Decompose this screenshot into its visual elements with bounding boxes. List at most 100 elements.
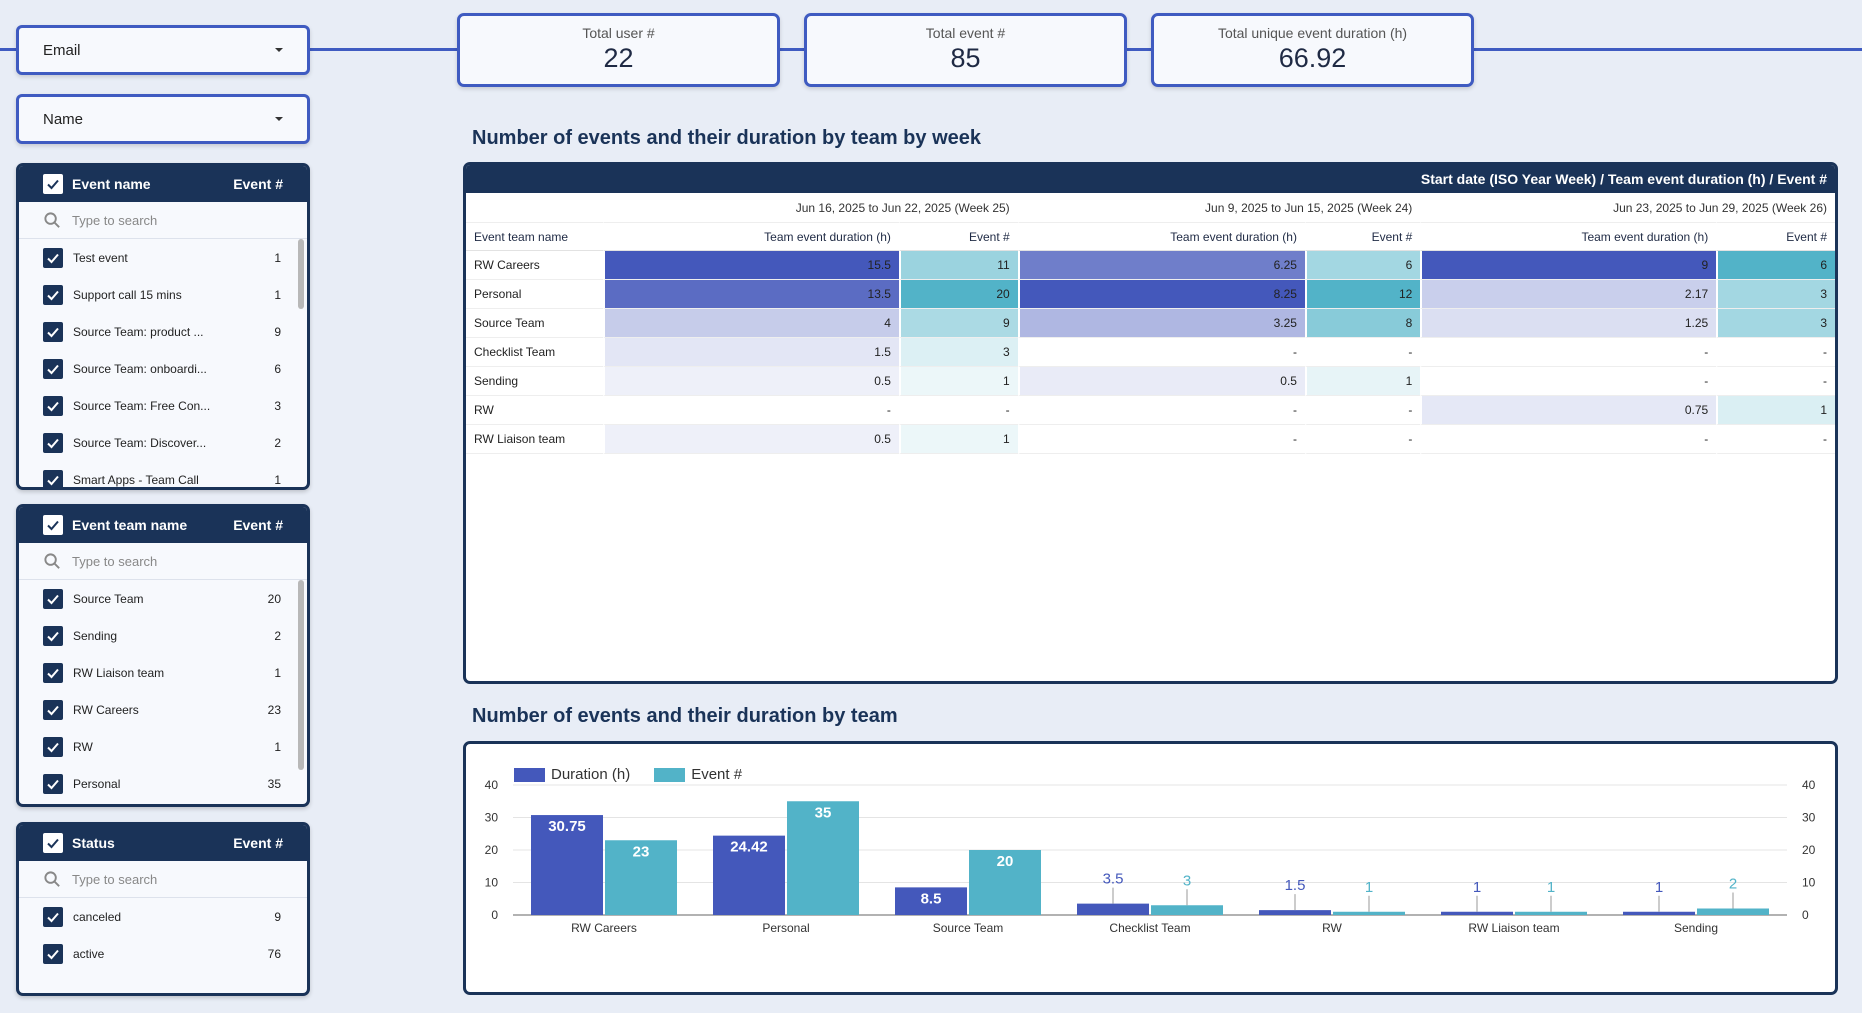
checkbox[interactable] xyxy=(43,943,63,964)
checkbox[interactable] xyxy=(43,588,63,609)
filter-option[interactable]: Personal 35 xyxy=(19,765,307,802)
duration-cell: - xyxy=(1420,367,1717,396)
filter-option[interactable]: Sending 2 xyxy=(19,617,307,654)
filter-option[interactable]: Source Team: Discover... 2 xyxy=(19,424,307,461)
events-cell: 3 xyxy=(1716,280,1835,309)
checkbox[interactable] xyxy=(43,432,63,453)
data-label: 24.42 xyxy=(730,839,768,856)
checkbox[interactable] xyxy=(43,906,63,927)
checkbox[interactable] xyxy=(43,321,63,342)
col-header-events[interactable]: Event # xyxy=(1304,222,1421,251)
y-tick-label: 10 xyxy=(485,876,499,890)
events-cell: - xyxy=(1716,338,1835,367)
filter-option[interactable]: Support call 15 mins 1 xyxy=(19,276,307,313)
event-team-search[interactable]: Type to search xyxy=(19,543,307,580)
email-dropdown-label: Email xyxy=(43,41,81,59)
events-cell: - xyxy=(1304,425,1421,454)
event-team-filter: Event team name Event # Type to search S… xyxy=(16,504,310,807)
name-dropdown[interactable]: Name xyxy=(16,94,310,144)
duration-cell: 15.5 xyxy=(603,251,899,280)
filter-option[interactable]: Smart Apps - Team Call 1 xyxy=(19,461,307,487)
table-row[interactable]: Sending 0.5 1 0.5 1- - xyxy=(466,367,1835,396)
filter-option-count: 1 xyxy=(274,472,281,487)
email-dropdown[interactable]: Email xyxy=(16,25,310,75)
events-cell: 1 xyxy=(898,367,1018,396)
checkbox[interactable] xyxy=(43,662,63,683)
events-cell: - xyxy=(1716,367,1835,396)
team-name-cell: Personal xyxy=(466,280,603,309)
select-all-checkbox[interactable] xyxy=(43,833,63,853)
table-row[interactable]: Personal 13.5 20 8.25 12 2.17 3 xyxy=(466,280,1835,309)
x-tick-label: RW Careers xyxy=(571,921,637,935)
kpi-label: Total unique event duration (h) xyxy=(1217,25,1408,41)
duration-bar xyxy=(1259,910,1331,915)
table-row[interactable]: RW - - - -0.75 1 xyxy=(466,396,1835,425)
table-row[interactable]: RW Careers 15.5 11 6.25 6 9 6 xyxy=(466,251,1835,280)
event-team-filter-header: Event team name Event # xyxy=(19,507,307,543)
filter-option[interactable]: Source Team: onboardi... 6 xyxy=(19,350,307,387)
filter-option[interactable]: active 76 xyxy=(19,935,307,972)
row-header[interactable]: Event team name xyxy=(466,222,603,251)
checkbox[interactable] xyxy=(43,736,63,757)
filter-option[interactable]: canceled 9 xyxy=(19,898,307,935)
col-header-duration[interactable]: Team event duration (h) xyxy=(1420,222,1717,251)
filter-option[interactable]: Source Team 20 xyxy=(19,580,307,617)
table-row[interactable]: Checklist Team 1.5 3- - - - xyxy=(466,338,1835,367)
legend-item-events[interactable]: Event # xyxy=(654,766,742,783)
search-placeholder: Type to search xyxy=(72,553,158,569)
checkbox[interactable] xyxy=(43,247,63,268)
events-bar xyxy=(787,801,859,915)
filter-option[interactable]: Source Team: Free Con... 3 xyxy=(19,387,307,424)
duration-bar xyxy=(713,835,785,915)
checkbox[interactable] xyxy=(43,699,63,720)
col-header-events[interactable]: Event # xyxy=(898,222,1018,251)
event-name-search[interactable]: Type to search xyxy=(19,202,307,239)
filter-option-label: canceled xyxy=(73,909,122,924)
checkbox[interactable] xyxy=(43,395,63,416)
duration-bar xyxy=(1077,903,1149,915)
scrollbar[interactable] xyxy=(298,239,304,309)
filter-option[interactable]: RW Careers 23 xyxy=(19,691,307,728)
col-header-duration[interactable]: Team event duration (h) xyxy=(1017,222,1305,251)
table-row[interactable]: RW Liaison team 0.5 1- - - - xyxy=(466,425,1835,454)
duration-cell: 9 xyxy=(1420,251,1717,280)
filter-option[interactable]: RW Liaison team 1 xyxy=(19,654,307,691)
filter-option[interactable]: RW 1 xyxy=(19,728,307,765)
filter-option[interactable]: Test event 1 xyxy=(19,239,307,276)
checkbox[interactable] xyxy=(43,469,63,487)
events-cell: 3 xyxy=(898,338,1018,367)
checkbox[interactable] xyxy=(43,358,63,379)
week-header: Jun 16, 2025 to Jun 22, 2025 (Week 25) xyxy=(795,200,1010,215)
filter-count-header: Event # xyxy=(233,835,283,851)
duration-cell: 13.5 xyxy=(603,280,899,309)
filter-option-label: active xyxy=(73,946,105,961)
checkbox[interactable] xyxy=(43,625,63,646)
duration-cell: 0.5 xyxy=(603,425,899,454)
table-row[interactable]: Source Team 4 9 3.25 8 1.25 3 xyxy=(466,309,1835,338)
events-bar xyxy=(1515,911,1587,915)
duration-cell: - xyxy=(1017,396,1305,425)
select-all-checkbox[interactable] xyxy=(43,515,63,535)
filter-option-label: RW Careers xyxy=(73,702,139,717)
checkbox[interactable] xyxy=(43,284,63,305)
filter-option-count: 23 xyxy=(267,702,281,717)
duration-cell: - xyxy=(1017,425,1305,454)
scrollbar[interactable] xyxy=(298,580,304,770)
x-tick-label: Checklist Team xyxy=(1109,921,1190,935)
kpi-total-users: Total user # 22 xyxy=(457,13,780,87)
select-all-checkbox[interactable] xyxy=(43,174,63,194)
legend-label: Duration (h) xyxy=(551,766,631,783)
y-tick-label: 30 xyxy=(485,811,499,825)
status-search[interactable]: Type to search xyxy=(19,861,307,898)
team-name-cell: Checklist Team xyxy=(466,338,603,367)
filter-option[interactable]: Source Team: product ... 9 xyxy=(19,313,307,350)
y-tick-label: 0 xyxy=(491,908,498,922)
col-header-duration[interactable]: Team event duration (h) xyxy=(603,222,899,251)
data-label: 1 xyxy=(1473,879,1481,896)
kpi-label: Total event # xyxy=(925,25,1006,41)
legend-item-duration[interactable]: Duration (h) xyxy=(514,766,630,783)
checkbox[interactable] xyxy=(43,773,63,794)
col-header-events[interactable]: Event # xyxy=(1716,222,1835,251)
duration-cell: - xyxy=(1420,425,1717,454)
